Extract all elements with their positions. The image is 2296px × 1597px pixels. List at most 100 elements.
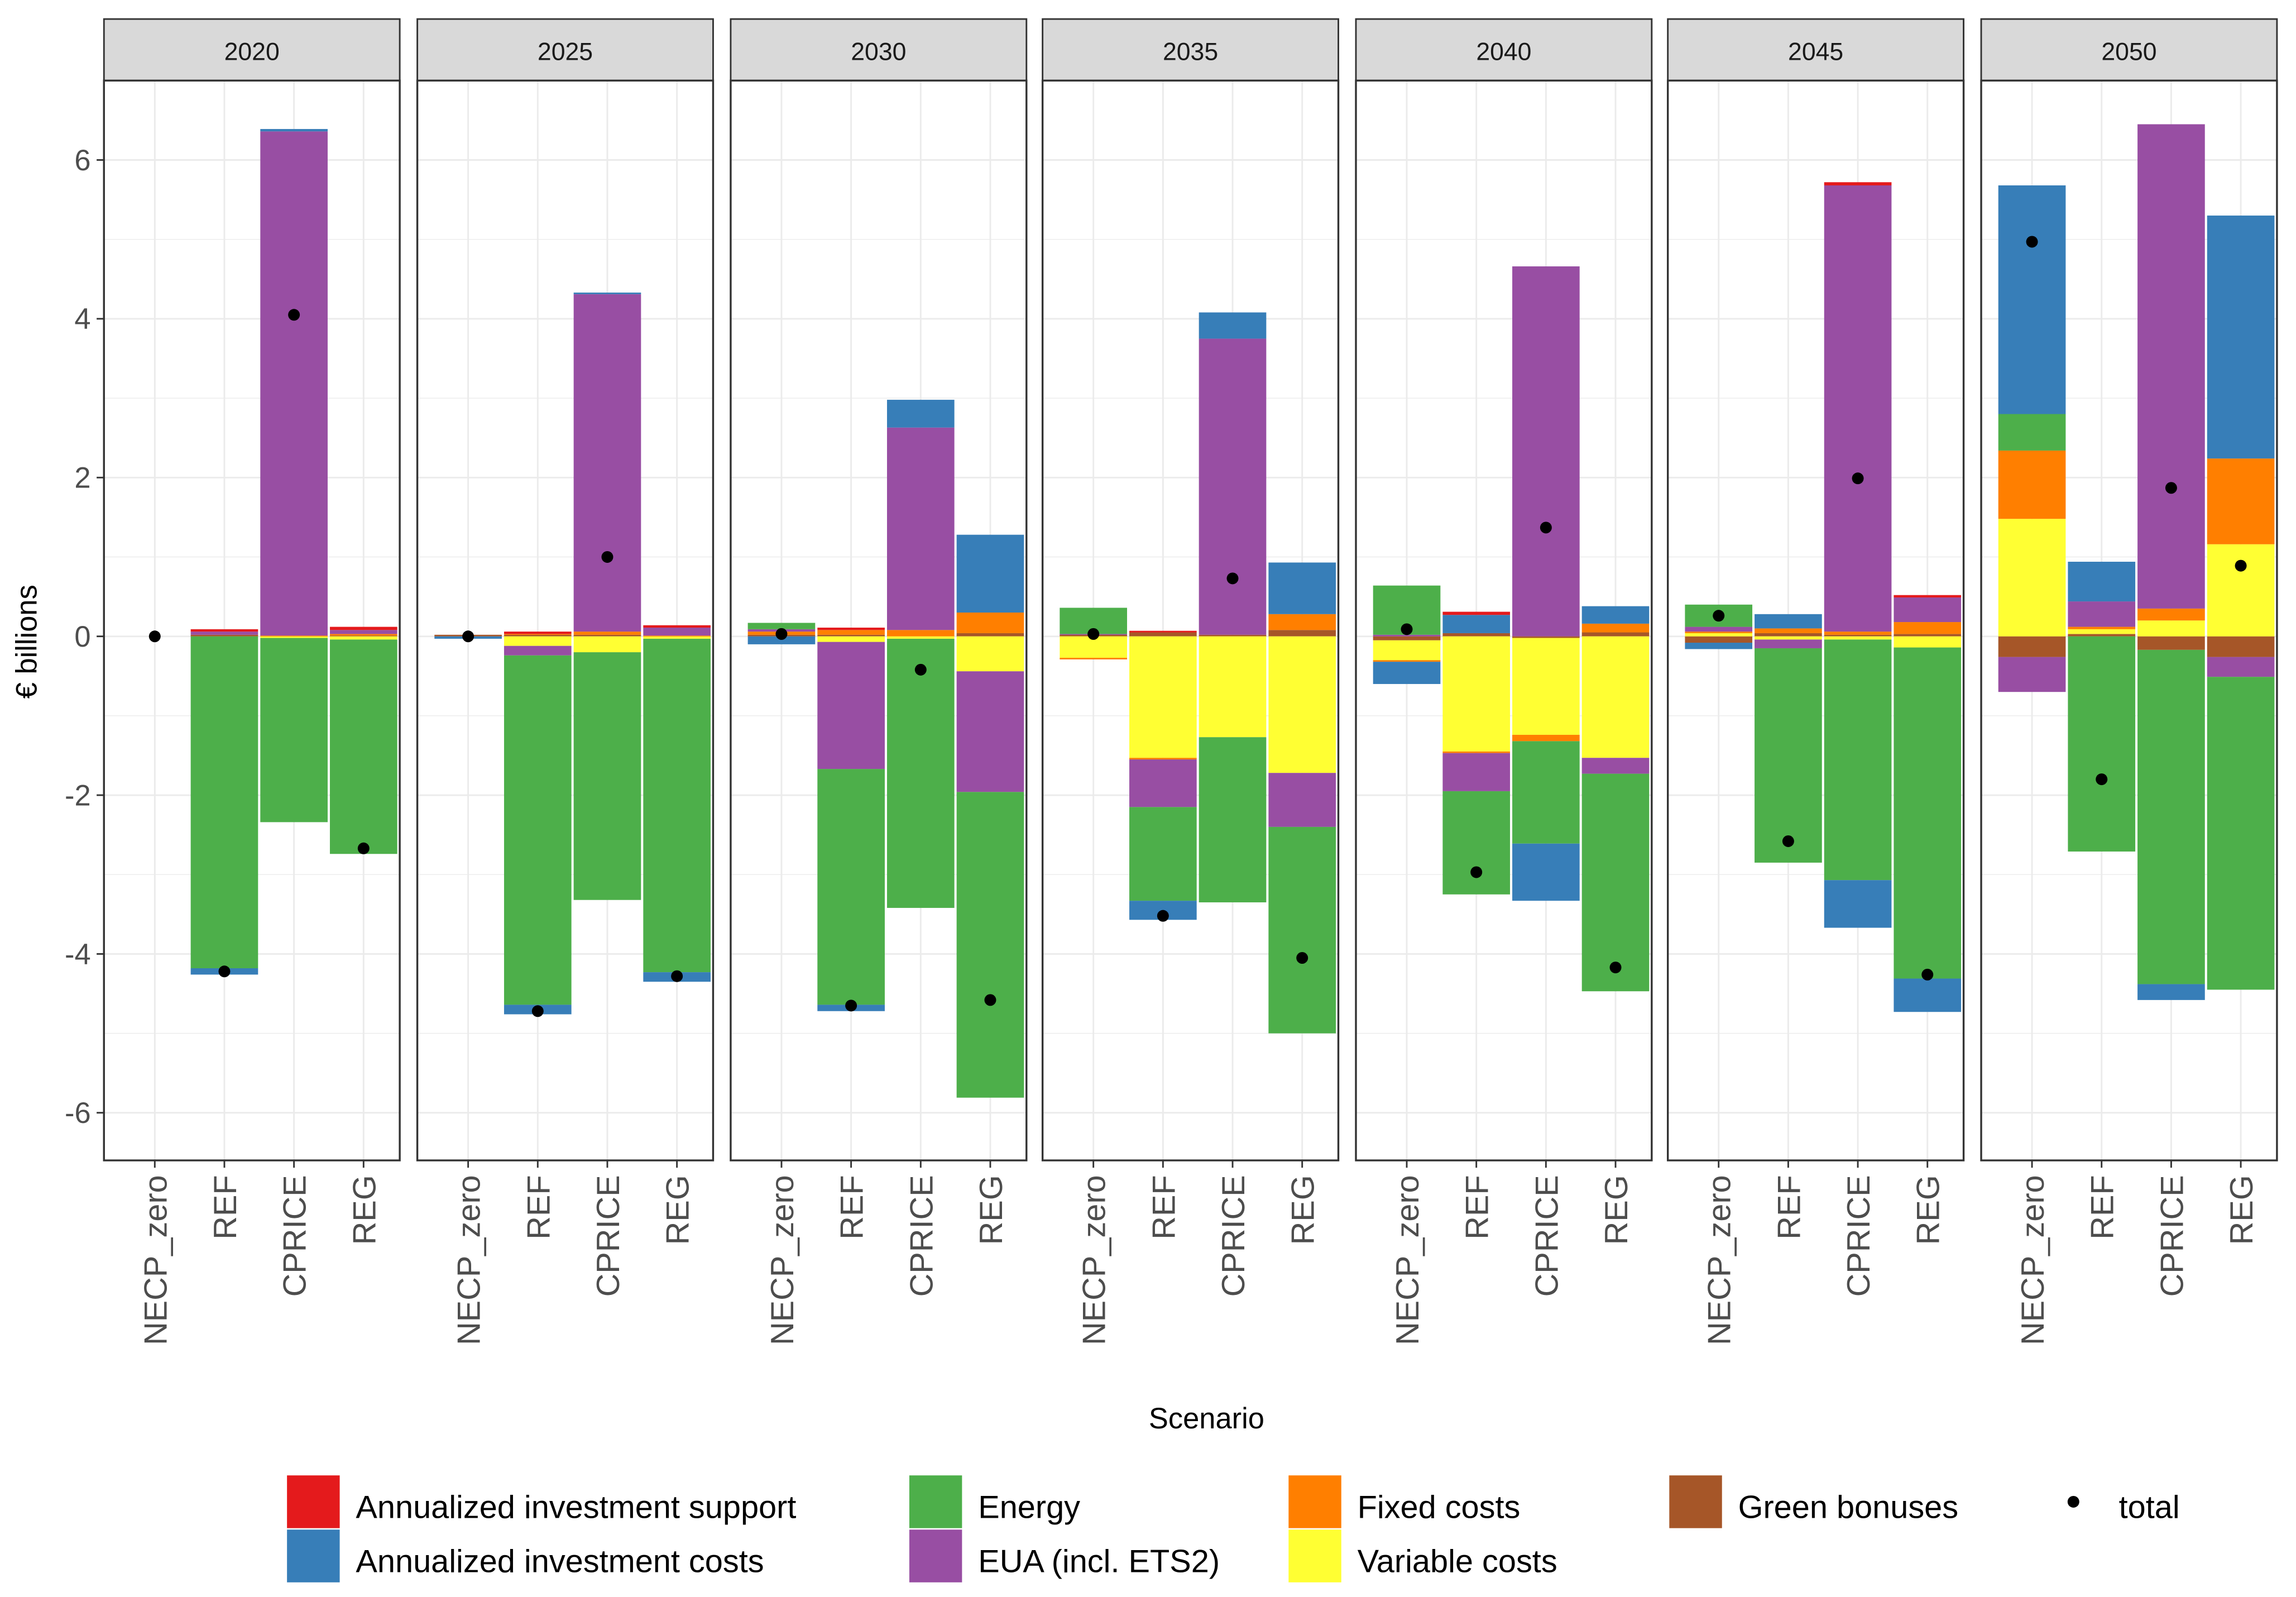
bar-segment-energy [1199,737,1267,902]
total-point [218,965,231,978]
facet-panel-2050: 2050 NECP_zero REF CPRICE REG [1980,18,2278,1345]
bar-stack-2020-REG [329,627,397,854]
x-tick-label: REF [1771,1175,1807,1239]
x-tick-label: NECP_zero [2015,1175,2051,1345]
bar-segment-support [1129,630,1197,633]
bar-segment-eua [2068,601,2136,627]
legend-label: Annualized investment costs [356,1543,764,1579]
bar-segment-eua [2207,657,2275,677]
bar-segment-invest [1894,978,1962,1012]
total-point [1540,522,1552,534]
legend-swatch [1669,1475,1722,1528]
bar-segment-green [956,633,1024,637]
bar-segment-energy [1894,647,1962,979]
bar-segment-support [1824,182,1892,186]
bar-segment-variable [260,636,328,638]
bar-segment-support [1894,595,1962,597]
bar-stack-2035-REG [1268,562,1336,1034]
bar-segment-eua [1129,759,1197,807]
bar-segment-support [817,627,885,630]
bar-segment-invest [1373,662,1441,684]
bar-stack-2045-REF [1755,614,1822,863]
bar-segment-green [2068,634,2136,637]
bar-segment-energy [190,636,258,968]
legend-label: total [2119,1489,2180,1525]
facet-strip-label: 2050 [2101,39,2156,66]
facet-strip [1355,18,1653,82]
bar-segment-variable [1373,640,1441,661]
total-point [1157,910,1169,922]
bar-segment-invest [1199,312,1267,339]
bar-segment-invest [1755,614,1822,629]
panel-border [416,79,715,1161]
panel-border [1980,79,2278,1161]
legend-item-energy: Energy [909,1475,1080,1528]
facet-strip-label: 2040 [1476,39,1531,66]
bar-segment-fixed [2137,608,2205,621]
bar-stack-2020-CPRICE [260,129,328,823]
bar-stack-2045-REG [1894,595,1962,1012]
bar-segment-energy [1512,741,1580,844]
bar-segment-fixed [1268,614,1336,630]
bar-segment-invest [260,129,328,132]
x-tick-label: CPRICE [2154,1175,2190,1297]
bar-segment-variable [956,636,1024,672]
bar-segment-variable [1581,636,1650,758]
total-point [1852,472,1864,485]
y-tick-label: 0 [74,621,90,653]
bar-segment-eua [2137,124,2205,609]
bar-stack-2040-REG [1581,606,1650,992]
bar-segment-fixed [1894,622,1962,634]
bar-segment-fixed [1442,751,1511,753]
bar-segment-eua [1442,753,1511,791]
bar-stack-2050-CPRICE [2137,124,2205,1000]
bar-stack-2030-CPRICE [886,399,955,908]
bar-segment-fixed [573,632,641,635]
total-point [357,842,370,854]
x-tick-label: REG [1599,1175,1634,1245]
x-tick-label: NECP_zero [1702,1175,1738,1345]
legend-label: Green bonuses [1738,1489,1959,1525]
bar-stack-2025-CPRICE [573,292,641,900]
x-tick-label: REF [835,1175,870,1239]
bar-segment-energy [1268,826,1336,1034]
total-point [288,309,300,321]
bar-stack-2050-REF [2068,561,2136,852]
total-point [984,994,996,1006]
bar-segment-variable [329,636,397,640]
bar-stack-2035-REF [1129,630,1197,922]
x-tick-label: REG [2224,1175,2260,1245]
bar-segment-energy [504,655,572,1005]
x-tick-label: CPRICE [1841,1175,1877,1297]
bar-segment-variable [817,636,885,642]
bar-segment-green [1824,634,1892,637]
bar-stack-2030-REF [817,627,885,1012]
legend-label: Annualized investment support [356,1489,796,1525]
legend-swatch [287,1475,340,1528]
bar-segment-energy [886,638,955,908]
total-point [1921,968,1934,981]
bar-segment-green [1268,630,1336,637]
bar-segment-invest [2137,984,2205,1000]
bar-segment-fixed [1129,758,1197,760]
legend-swatch [909,1529,962,1582]
bar-segment-energy [1581,773,1650,992]
bar-segment-invest [747,636,816,644]
x-tick-label: REF [2085,1175,2121,1239]
panel-background [104,80,400,1161]
total-point [148,630,161,643]
facet-panels: 2020 NECP_zero REF CPRICE REG 2025 NECP_zero RE… [103,18,2278,1345]
bar-segment-energy [2207,677,2275,990]
y-tick-label: -6 [65,1097,91,1130]
bar-segment-green [1199,634,1267,637]
bar-segment-variable [573,636,641,653]
x-tick-label: REF [1460,1175,1495,1239]
bar-segment-energy [1129,807,1197,901]
x-tick-label: REF [521,1175,557,1239]
total-point [1470,866,1483,878]
total-point [914,663,927,676]
legend-item-variable: Variable costs [1288,1529,1557,1582]
facet-panel-2025: 2025 NECP_zero REF CPRICE REG [416,18,715,1345]
bar-segment-eua [1755,639,1822,648]
